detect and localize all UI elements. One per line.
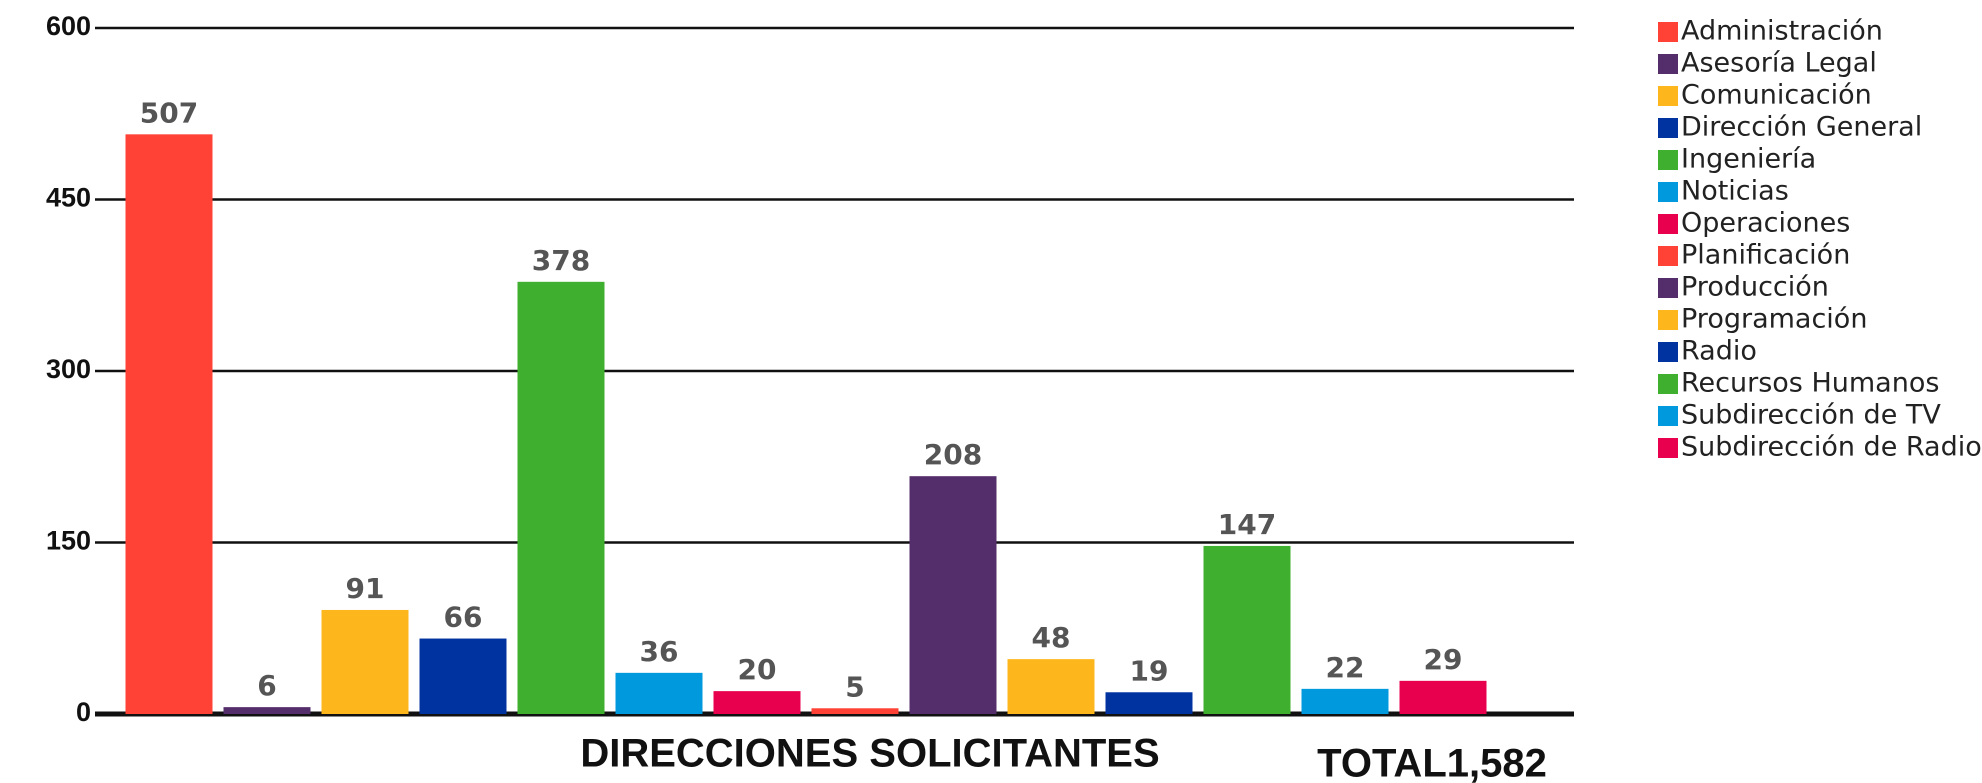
value-label: 19 [1130, 654, 1169, 687]
bar [517, 281, 605, 714]
legend-swatch [1658, 214, 1678, 234]
bar [713, 691, 801, 714]
legend-swatch [1658, 22, 1678, 42]
value-label: 91 [346, 572, 385, 605]
value-label: 29 [1424, 643, 1463, 676]
bar [909, 476, 997, 714]
legend-swatch [1658, 342, 1678, 362]
bar [1203, 545, 1291, 714]
legend-swatch [1658, 86, 1678, 106]
x-axis-title: DIRECCIONES SOLICITANTES [580, 732, 1159, 776]
y-tick-label: 0 [76, 697, 91, 727]
bar [223, 707, 311, 714]
legend-swatch [1658, 374, 1678, 394]
legend-swatch [1658, 118, 1678, 138]
value-label: 507 [140, 96, 198, 129]
total-annotation: TOTAL1,582 [1317, 742, 1547, 783]
legend-swatch [1658, 310, 1678, 330]
legend-label: Producción [1681, 272, 1829, 303]
bar [1105, 692, 1193, 714]
bar [125, 134, 213, 714]
legend-label: Administración [1681, 16, 1883, 47]
legend-label: Programación [1681, 304, 1867, 335]
legend-swatch [1658, 246, 1678, 266]
bar [615, 672, 703, 714]
value-label: 6 [257, 669, 276, 702]
bar [321, 609, 409, 714]
legend-swatch [1658, 278, 1678, 298]
legend-label: Asesoría Legal [1681, 48, 1877, 79]
bar [1007, 659, 1095, 714]
legend-label: Operaciones [1681, 208, 1850, 239]
legend-swatch [1658, 406, 1678, 426]
y-tick-label: 600 [46, 11, 91, 41]
y-tick-label: 150 [46, 526, 91, 556]
legend-swatch [1658, 150, 1678, 170]
legend-swatch [1658, 54, 1678, 74]
bar [1399, 680, 1487, 714]
legend-label: Radio [1681, 336, 1757, 367]
legend-label: Comunicación [1681, 80, 1872, 111]
legend-label: Noticias [1681, 176, 1789, 207]
y-tick-label: 450 [46, 183, 91, 213]
value-label: 66 [444, 601, 483, 634]
bar [1301, 688, 1389, 714]
value-label: 36 [640, 635, 679, 668]
legend-label: Subdirección de TV [1681, 400, 1941, 431]
legend-swatch [1658, 182, 1678, 202]
legend-label: Planificación [1681, 240, 1850, 271]
legend-label: Recursos Humanos [1681, 368, 1939, 399]
value-label: 208 [924, 438, 982, 471]
value-label: 22 [1326, 651, 1365, 684]
legend-label: Ingeniería [1681, 144, 1816, 175]
value-label: 20 [738, 653, 777, 686]
legend-label: Dirección General [1681, 112, 1922, 143]
y-tick-label: 300 [46, 354, 91, 384]
bar [419, 638, 507, 714]
value-label: 147 [1218, 508, 1276, 541]
value-label: 48 [1032, 621, 1071, 654]
legend-label: Subdirección de Radio [1681, 432, 1982, 463]
value-label: 378 [532, 244, 590, 277]
bar [811, 708, 899, 714]
value-label: 5 [845, 670, 864, 703]
legend-swatch [1658, 438, 1678, 458]
